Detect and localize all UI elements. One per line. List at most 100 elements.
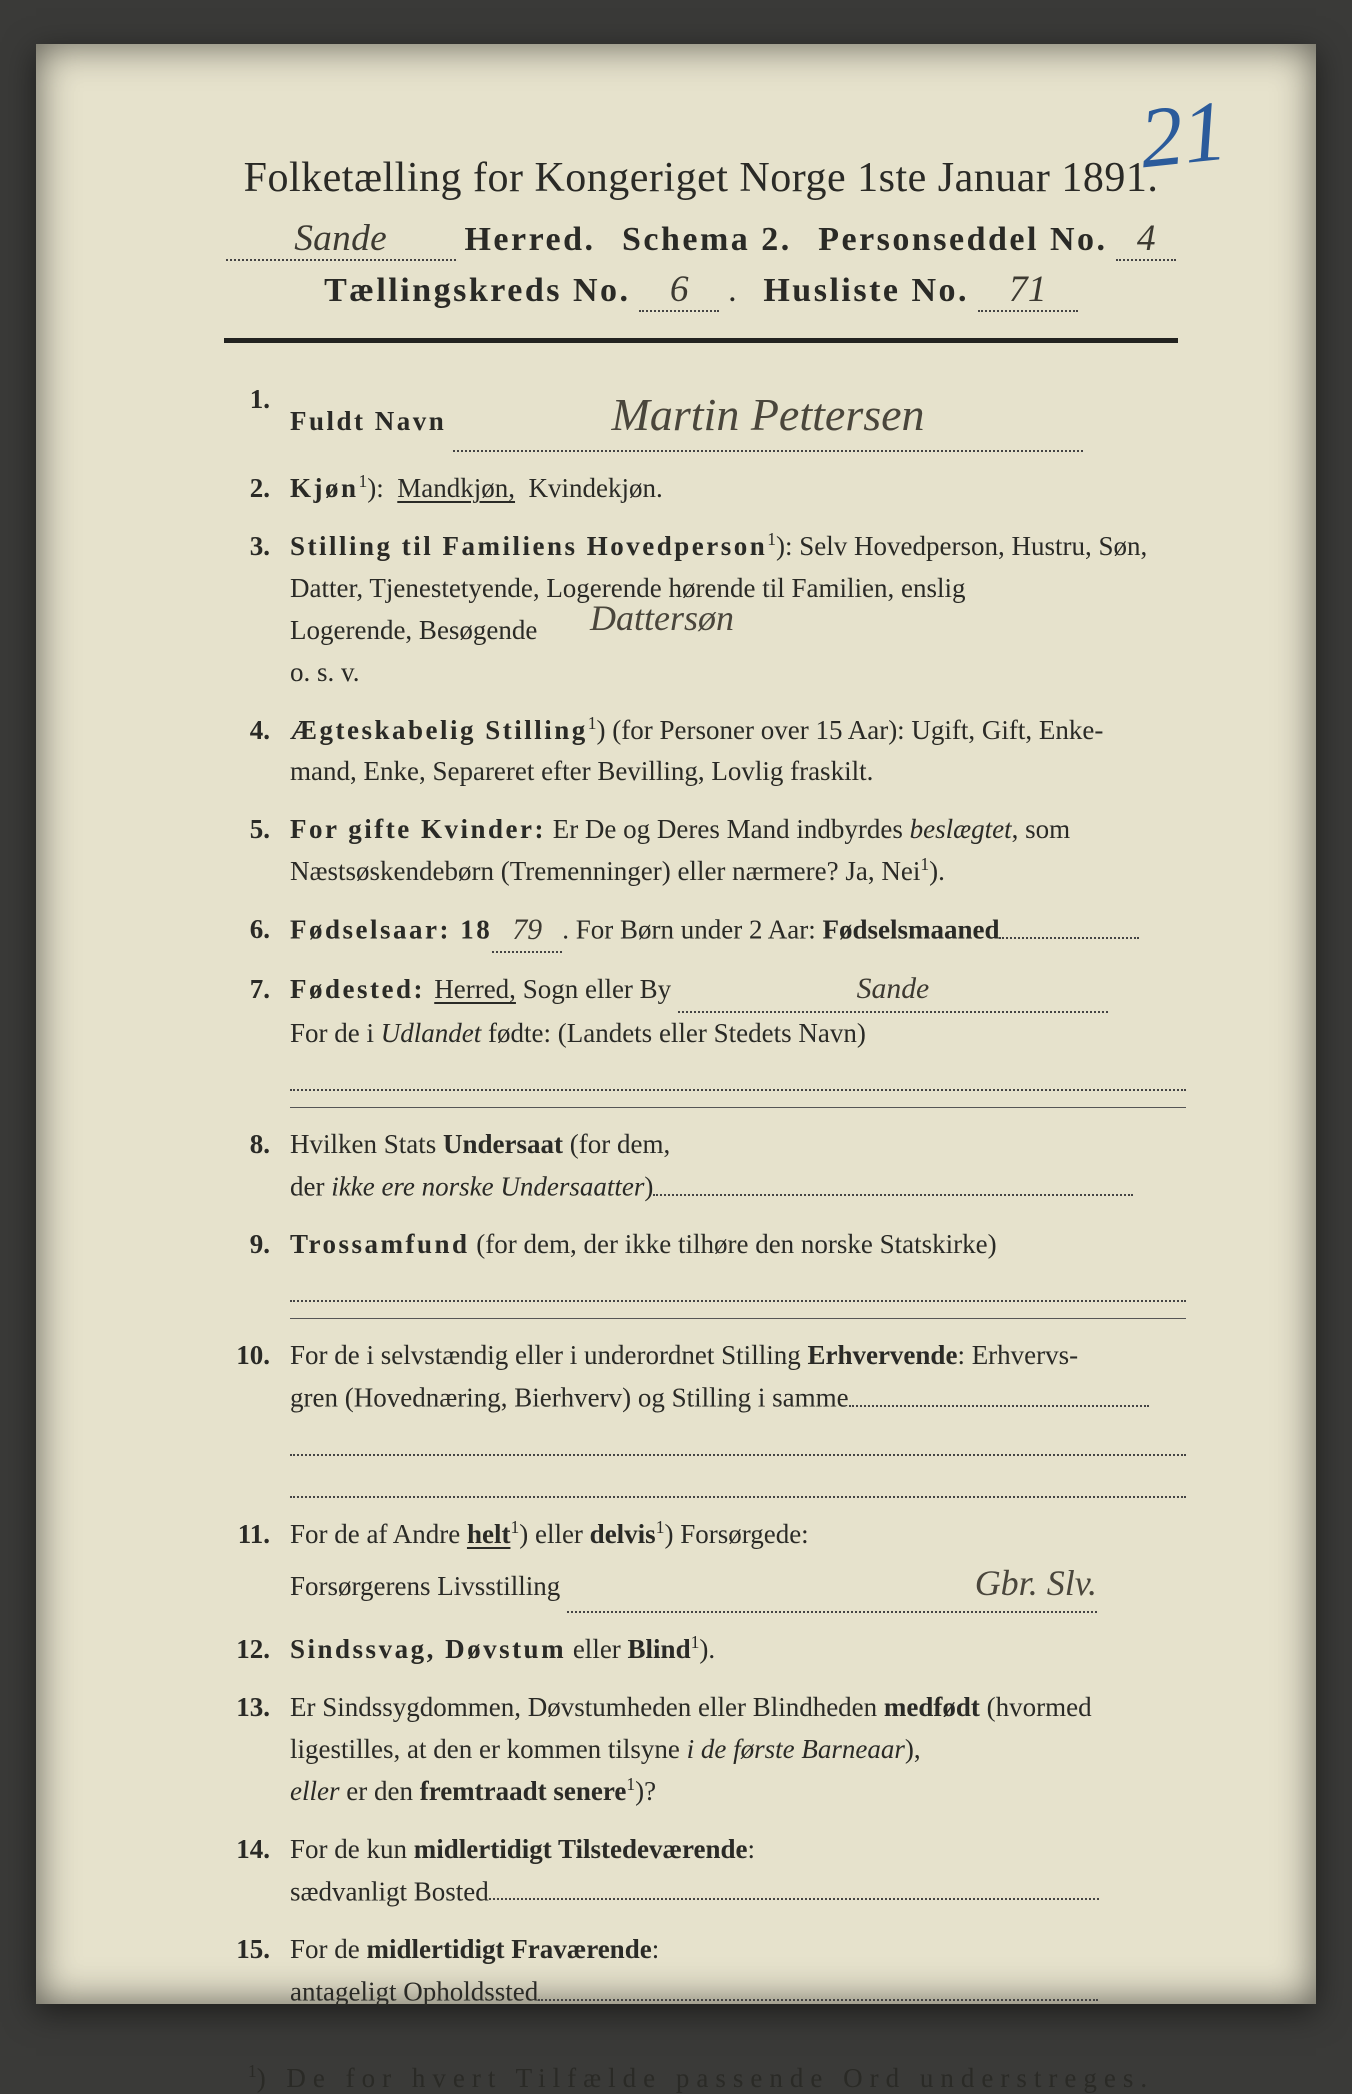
q4-line2: mand, Enke, Separeret efter Bevilling, L…	[290, 756, 873, 786]
q4-lead: Ægteskabelig Stilling	[290, 715, 588, 745]
q2-label: Kjøn	[290, 473, 359, 503]
q6-lead: Fødselsaar: 18	[290, 915, 492, 945]
herred-field: Sande	[226, 220, 456, 261]
q6-month-field	[999, 909, 1139, 939]
footnote-text: ) De for hvert Tilfælde passende Ord und…	[257, 2063, 1154, 2093]
q9-tail: (for dem, der ikke tilhøre den norske St…	[470, 1229, 997, 1259]
schema-label: Schema 2.	[622, 221, 792, 258]
q4: Ægteskabelig Stilling1) (for Personer ov…	[216, 710, 1186, 794]
q11-value: Gbr. Slv.	[975, 1563, 1097, 1603]
q9-blank	[290, 1272, 1186, 1302]
husliste-label: Husliste No.	[763, 272, 969, 309]
q2-opt-mandkjon: Mandkjøn,	[397, 473, 515, 503]
q8-field	[653, 1166, 1133, 1196]
footnote-sup: 1	[248, 2061, 257, 2081]
q3-line4: o. s. v.	[290, 657, 360, 687]
q10-line1a: For de i selvstændig eller i underordnet…	[290, 1340, 807, 1370]
q13-line3a: eller	[290, 1776, 339, 1806]
q14-line1a: For de kun	[290, 1834, 414, 1864]
q5-italic: beslægtet	[910, 814, 1012, 844]
q13-line1b: (hvormed	[980, 1692, 1092, 1722]
header-rule	[224, 338, 1178, 343]
q10-field1	[849, 1377, 1149, 1407]
q1: Fuldt Navn Martin Pettersen	[216, 379, 1186, 452]
q9: Trossamfund (for dem, der ikke tilhøre d…	[216, 1224, 1186, 1319]
q7-line2a: For de i	[290, 1018, 381, 1048]
q7-italic: Udlandet	[381, 1018, 482, 1048]
q11-line2: Forsørgerens Livsstilling	[290, 1571, 560, 1601]
q13-line2a: ligestilles, at den er kommen tilsyne	[290, 1734, 687, 1764]
personseddel-field: 4	[1116, 220, 1176, 261]
q13-italic: i de første Barneaar	[687, 1734, 905, 1764]
q3-lead: Stilling til Familiens Hovedperson	[290, 531, 767, 561]
q13-line3mid: er den	[339, 1776, 419, 1806]
q7-value: Sande	[857, 973, 930, 1005]
q14: For de kun midlertidigt Tilstedeværende:…	[216, 1829, 1186, 1913]
q1-label: Fuldt Navn	[290, 406, 446, 436]
header-line-2: Sande Herred. Schema 2. Personseddel No.…	[216, 220, 1186, 261]
q13: Er Sindssygdommen, Døvstumheden eller Bl…	[216, 1687, 1186, 1813]
q14-b: midlertidigt Tilstedeværende	[414, 1834, 748, 1864]
q8-line2b: )	[644, 1172, 653, 1202]
q15: For de midlertidigt Fraværende: antageli…	[216, 1929, 1186, 2013]
q5-tail: Er De og Deres Mand indbyrdes	[546, 814, 910, 844]
q12-b: Blind	[628, 1634, 691, 1664]
q10-line1b: : Erhvervs-	[957, 1340, 1078, 1370]
personseddel-value: 4	[1137, 218, 1156, 259]
q7: Fødested: Herred, Sogn eller By Sande Fo…	[216, 969, 1186, 1108]
q1-value: Martin Pettersen	[612, 389, 925, 440]
form-title: Folketælling for Kongeriget Norge 1ste J…	[216, 154, 1186, 202]
taellingskreds-field: 6	[639, 271, 719, 312]
q13-b: medfødt	[884, 1692, 980, 1722]
q3-line3-wrap: Logerende, Besøgende Dattersøn	[290, 615, 537, 645]
q15-line1b: :	[652, 1934, 660, 1964]
q5-line2a: Næstsøskendebørn (Tremenninger) eller næ…	[290, 856, 920, 886]
page-number-handwritten: 21	[1135, 80, 1231, 188]
q5-tail2: , som	[1012, 814, 1071, 844]
q11-sup1: 1	[510, 1517, 519, 1537]
herred-label: Herred.	[464, 221, 595, 258]
q3-value: Dattersøn	[590, 591, 734, 647]
husliste-value: 71	[1009, 269, 1047, 310]
q8-bold: Undersaat	[443, 1129, 563, 1159]
q14-line2: sædvanligt Bosted	[290, 1876, 489, 1906]
q10-line2: gren (Hovednæring, Bierhverv) og Stillin…	[290, 1383, 849, 1413]
q12-tail: eller	[566, 1634, 627, 1664]
q12-end: ).	[699, 1634, 715, 1664]
q13-sup: 1	[626, 1774, 635, 1794]
q8-italic: ikke ere norske Undersaatter	[331, 1172, 644, 1202]
q6: Fødselsaar: 1879. For Børn under 2 Aar: …	[216, 909, 1186, 954]
q5: For gifte Kvinder: Er De og Deres Mand i…	[216, 809, 1186, 893]
q11-line1a: For de af Andre	[290, 1519, 467, 1549]
q7-blank	[290, 1061, 1186, 1091]
q13-b2: fremtraadt senere	[420, 1776, 627, 1806]
q8-line1b: (for dem,	[563, 1129, 670, 1159]
q8-line1a: Hvilken Stats	[290, 1129, 443, 1159]
q2-opt-kvindekjon: Kvindekjøn.	[529, 473, 663, 503]
q5-lead: For gifte Kvinder:	[290, 814, 546, 844]
taellingskreds-label: Tællingskreds No.	[324, 272, 630, 309]
q7-opt-herred: Herred,	[434, 974, 516, 1004]
q3: Stilling til Familiens Hovedperson1): Se…	[216, 526, 1186, 693]
q15-line2: antageligt Opholdssted	[290, 1977, 538, 2007]
q4-tail: ) (for Personer over 15 Aar): Ugift, Gif…	[597, 715, 1104, 745]
q3-tail: ): Selv Hovedperson, Hustru, Søn,	[776, 531, 1147, 561]
q15-line1a: For de	[290, 1934, 367, 1964]
q12-text: Sindssvag, Døvstum	[290, 1634, 566, 1664]
q8: Hvilken Stats Undersaat (for dem, der ik…	[216, 1124, 1186, 1208]
q2-sup: 1	[359, 471, 368, 491]
q10-blank1	[290, 1426, 1186, 1456]
q10: For de i selvstændig eller i underordnet…	[216, 1335, 1186, 1497]
q9-bold: Trossamfund	[290, 1229, 470, 1259]
q10-blank2	[290, 1468, 1186, 1498]
q14-field	[489, 1871, 1099, 1901]
q2: Kjøn1): Mandkjøn, Kvindekjøn.	[216, 468, 1186, 510]
q10-bold: Erhvervende	[807, 1340, 957, 1370]
taellingskreds-value: 6	[670, 269, 689, 310]
q8-line2a: der	[290, 1172, 331, 1202]
q12: Sindssvag, Døvstum eller Blind1).	[216, 1629, 1186, 1671]
footnote: 1) De for hvert Tilfælde passende Ord un…	[216, 2061, 1186, 2094]
q6-year-field: 79	[492, 910, 562, 954]
q13-line1a: Er Sindssygdommen, Døvstumheden eller Bl…	[290, 1692, 884, 1722]
q15-b: midlertidigt Fraværende	[367, 1934, 652, 1964]
